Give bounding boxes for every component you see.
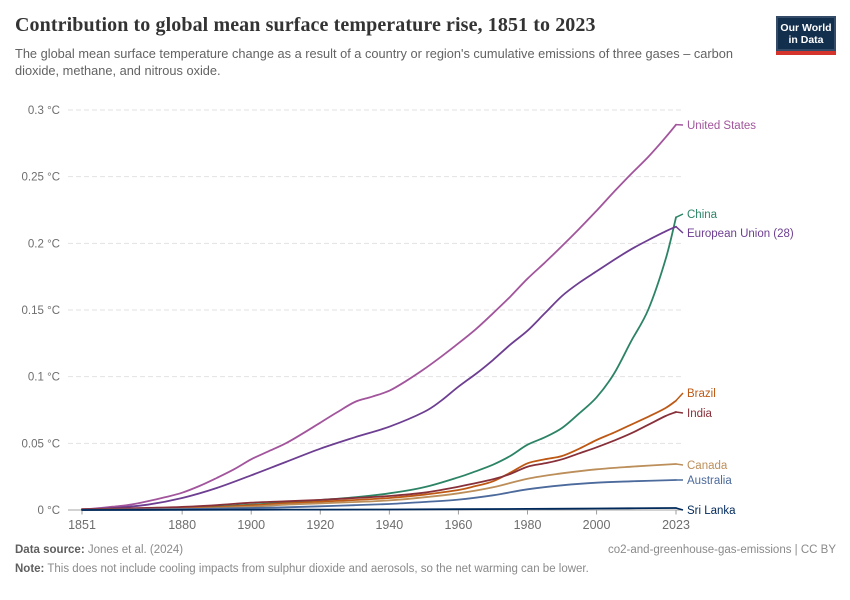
chart-footer: Data source: Jones et al. (2024) co2-and… xyxy=(15,544,836,575)
series-label-sri-lanka[interactable]: Sri Lanka xyxy=(687,505,736,517)
series-label-brazil[interactable]: Brazil xyxy=(687,388,716,400)
series-line-brazil[interactable] xyxy=(81,399,677,511)
logo-line1: Our World xyxy=(780,21,832,34)
series-line-china[interactable] xyxy=(81,216,677,511)
y-tick-label: 0.1 °C xyxy=(28,372,60,384)
page-title: Contribution to global mean surface temp… xyxy=(15,14,596,36)
series-label-united-states[interactable]: United States xyxy=(687,120,756,132)
series-label-china[interactable]: China xyxy=(687,209,718,221)
series-label-india[interactable]: India xyxy=(687,408,713,420)
chart-subtitle: The global mean surface temperature chan… xyxy=(15,46,734,78)
x-tick-label: 1851 xyxy=(68,518,96,532)
data-source-label: Data source: xyxy=(15,544,85,556)
owid-logo[interactable]: Our World in Data xyxy=(776,16,836,51)
y-tick-label: 0.2 °C xyxy=(28,238,60,250)
logo-red-bar xyxy=(776,51,836,55)
series-label-australia[interactable]: Australia xyxy=(687,475,732,487)
series-label-canada[interactable]: Canada xyxy=(687,460,728,472)
note-label: Note: xyxy=(15,563,45,575)
x-tick-label: 1940 xyxy=(375,518,403,532)
logo-line2: in Data xyxy=(788,33,824,46)
series-leader-brazil xyxy=(675,392,684,402)
data-source-value: Jones et al. (2024) xyxy=(87,544,184,556)
series-leader-sri-lanka xyxy=(675,507,684,511)
x-tick-label: 1880 xyxy=(168,518,196,532)
y-tick-label: 0.3 °C xyxy=(28,105,60,117)
series-line-european-union-28[interactable] xyxy=(81,225,677,511)
series-line-canada[interactable] xyxy=(81,463,677,511)
series-leader-canada xyxy=(675,463,684,466)
note-line: Note: This does not include cooling impa… xyxy=(15,563,836,575)
x-tick-label: 1900 xyxy=(237,518,265,532)
x-tick-label: 2000 xyxy=(583,518,611,532)
series-leader-european-union-28 xyxy=(675,226,684,234)
series-line-united-states[interactable] xyxy=(81,123,677,511)
y-tick-label: 0.05 °C xyxy=(22,438,60,450)
series-label-european-union-28[interactable]: European Union (28) xyxy=(687,228,794,240)
note-value: This does not include cooling impacts fr… xyxy=(47,563,589,575)
series-leader-china xyxy=(675,213,684,219)
x-tick-label: 1960 xyxy=(445,518,473,532)
x-tick-label: 2023 xyxy=(662,518,690,532)
data-source-line: Data source: Jones et al. (2024) xyxy=(15,544,183,556)
y-tick-label: 0.25 °C xyxy=(22,172,60,184)
series-line-sri-lanka[interactable] xyxy=(81,507,677,511)
attribution-link[interactable]: co2-and-greenhouse-gas-emissions | CC BY xyxy=(608,544,836,556)
series-line-australia[interactable] xyxy=(81,479,677,511)
series-leader-india xyxy=(675,411,684,414)
series-line-india[interactable] xyxy=(81,411,677,511)
y-tick-label: 0.15 °C xyxy=(22,305,60,317)
x-tick-label: 1980 xyxy=(514,518,542,532)
y-tick-label: 0 °C xyxy=(38,505,61,517)
x-tick-label: 1920 xyxy=(306,518,334,532)
